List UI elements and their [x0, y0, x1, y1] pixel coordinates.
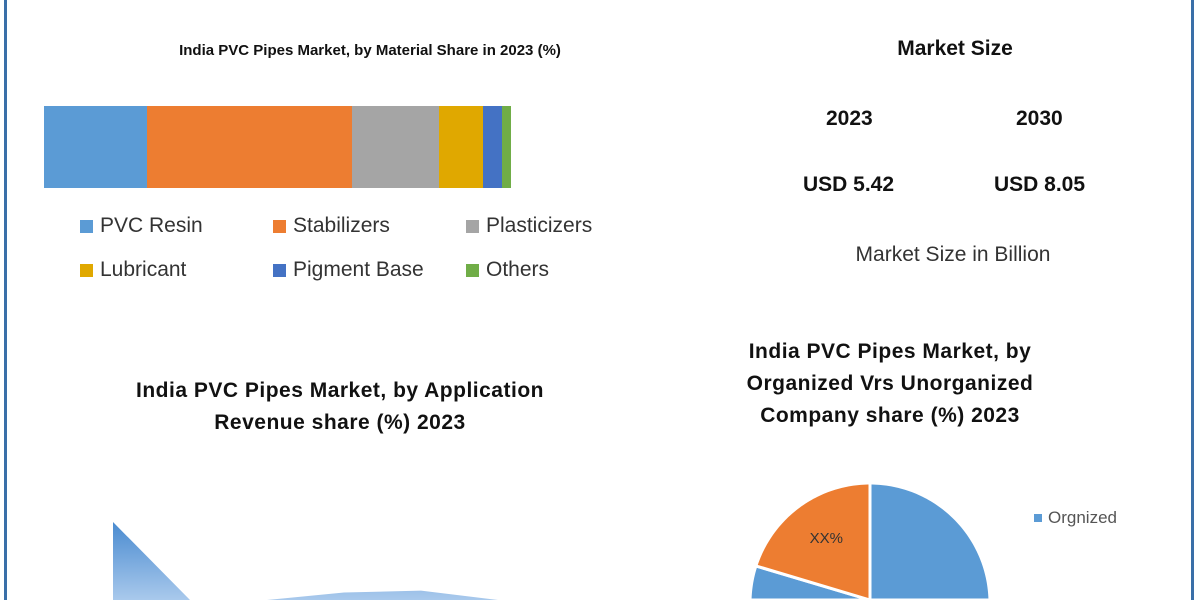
material-stacked-bar [44, 106, 511, 188]
legend-label: Orgnized [1048, 508, 1117, 527]
market-value-2023: USD 5.42 [803, 173, 895, 196]
legend-label: Lubricant [100, 258, 187, 281]
legend-label: PVC Resin [100, 214, 203, 237]
frame-right-border [1191, 0, 1194, 600]
legend-swatch [273, 263, 286, 277]
market-value-2030: USD 8.05 [994, 173, 1086, 196]
pie-data-label: XX% [810, 530, 843, 547]
legend-item: Plasticizers [466, 214, 616, 238]
legend-label: Others [486, 258, 550, 281]
legend-label: Stabilizers [293, 214, 390, 237]
market-size-title: Market Size [897, 37, 1013, 60]
material-legend: PVC Resin Stabilizers Plasticizers Lubrican… [80, 214, 616, 282]
legend-swatch [80, 263, 93, 277]
legend-swatch [466, 219, 479, 233]
company-chart-title: India PVC Pipes Market, by Organized Vrs… [746, 340, 1034, 427]
pie-slice [753, 481, 872, 600]
application-chart-title: India PVC Pipes Market, by Application R… [136, 379, 544, 434]
legend-swatch [1034, 514, 1042, 522]
bar-segment-pvc-resin [44, 106, 147, 188]
material-chart-title: India PVC Pipes Market, by Material Shar… [179, 42, 561, 59]
frame-left-border [4, 0, 7, 600]
market-year-2023: 2023 [826, 107, 873, 130]
legend-swatch [80, 219, 93, 233]
bar-segment-lubricant [438, 106, 483, 188]
market-year-2030: 2030 [1016, 107, 1063, 130]
legend-item: PVC Resin [80, 214, 273, 238]
bar-segment-pigment-base [482, 106, 502, 188]
legend-label: Plasticizers [486, 214, 593, 237]
bar-segment-stabilizers [146, 106, 353, 188]
legend-swatch [466, 263, 479, 277]
pie-legend-item: Orgnized [1034, 508, 1117, 528]
bar-segment-others [501, 106, 511, 188]
bar-segment-plasticizers [352, 106, 439, 188]
legend-label: Pigment Base [293, 258, 424, 281]
legend-item: Pigment Base [273, 258, 466, 282]
market-size-unit: Market Size in Billion [855, 243, 1051, 266]
legend-item: Others [466, 258, 616, 282]
application-area [113, 522, 498, 600]
legend-swatch [273, 219, 286, 233]
legend-item: Lubricant [80, 258, 273, 282]
legend-item: Stabilizers [273, 214, 466, 238]
